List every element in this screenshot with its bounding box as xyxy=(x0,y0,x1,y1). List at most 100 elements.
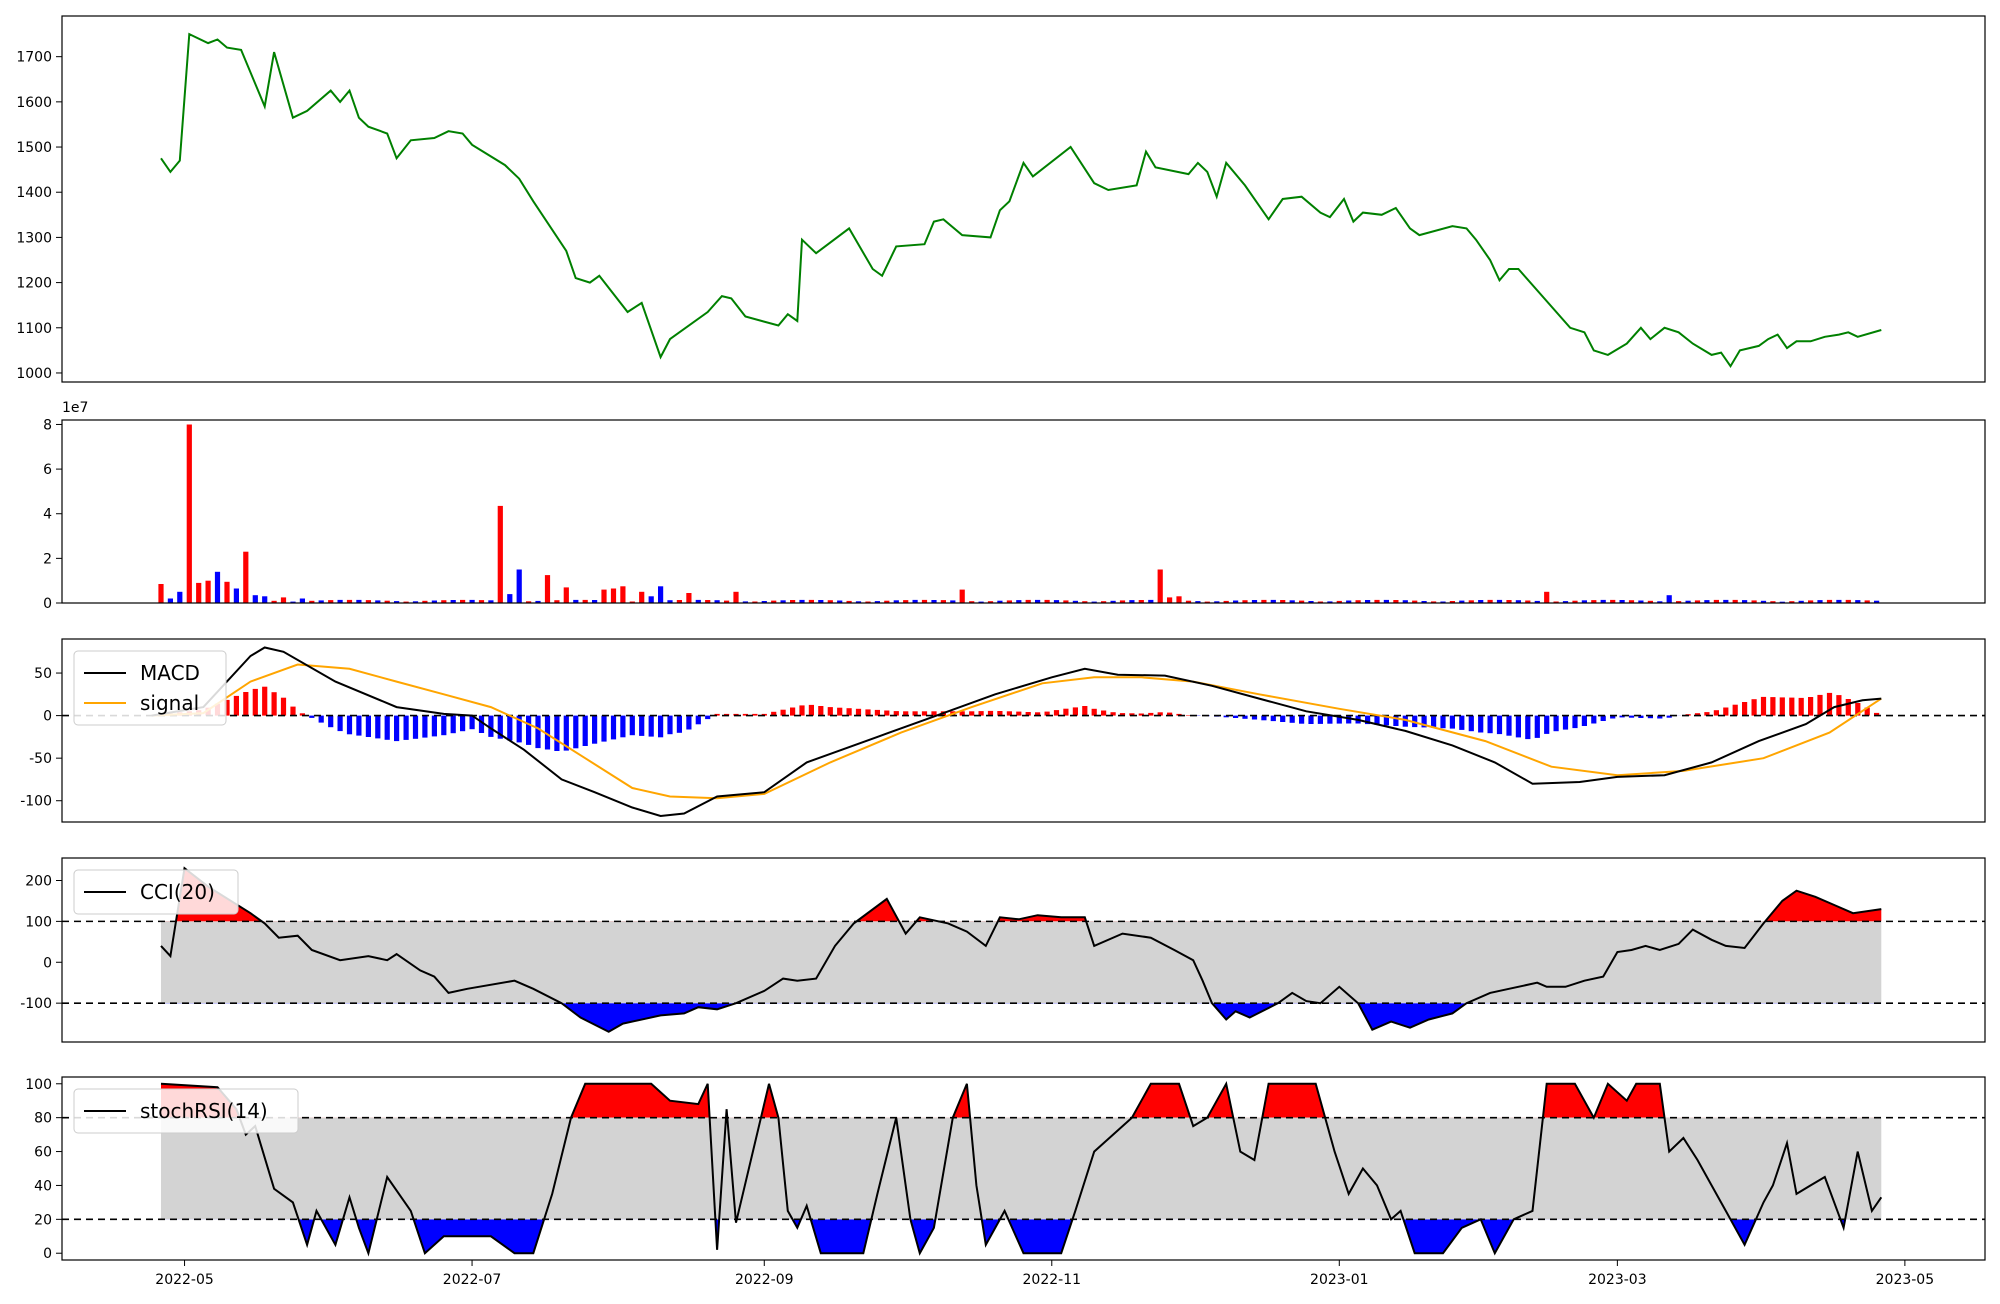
macd-hist-bar xyxy=(290,707,295,716)
volume-bar xyxy=(1167,597,1172,603)
macd-hist-bar xyxy=(1318,716,1323,724)
macd-hist-bar xyxy=(1799,698,1804,716)
x-tick-label: 2023-03 xyxy=(1588,1272,1647,1288)
macd-hist-bar xyxy=(1440,716,1445,729)
volume-bar xyxy=(611,589,616,604)
signal-line xyxy=(152,665,1882,799)
macd-hist-bar xyxy=(347,716,352,735)
macd-hist-bar xyxy=(847,708,852,715)
volume-bar xyxy=(517,570,522,604)
macd-hist-bar xyxy=(554,716,559,751)
macd-legend-label: MACD xyxy=(140,661,200,685)
macd-ytick-label: -50 xyxy=(29,751,52,767)
volume-bar xyxy=(498,506,503,603)
macd-hist-bar xyxy=(309,716,314,718)
volume-ytick-label: 4 xyxy=(43,507,52,523)
macd-hist-bar xyxy=(1082,706,1087,716)
macd-hist-bar xyxy=(592,716,597,744)
macd-hist-bar xyxy=(1233,716,1238,718)
volume-bar xyxy=(960,590,965,603)
macd-hist-bar xyxy=(1299,716,1304,724)
price-ytick-label: 1500 xyxy=(16,140,52,156)
macd-hist-bar xyxy=(583,716,588,746)
macd-hist-bar xyxy=(1563,716,1568,730)
volume-bar xyxy=(1667,595,1672,603)
volume-bar xyxy=(639,592,644,603)
macd-hist-bar xyxy=(969,711,974,715)
volume-bar xyxy=(253,595,258,603)
x-tick-label: 2022-07 xyxy=(443,1272,502,1288)
price-ytick-label: 1200 xyxy=(16,276,52,292)
volume-bar xyxy=(187,425,192,604)
price-ytick-label: 1600 xyxy=(16,95,52,111)
macd-hist-bar xyxy=(620,716,625,738)
macd-hist-bar xyxy=(1073,707,1078,715)
price-ytick-label: 1300 xyxy=(16,230,52,246)
macd-hist-bar xyxy=(1572,716,1577,729)
macd-hist-bar xyxy=(1780,697,1785,715)
stochrsi-ytick-label: 20 xyxy=(34,1212,52,1228)
cci-band xyxy=(161,921,1881,1003)
macd-hist-bar xyxy=(639,716,644,736)
volume-bar xyxy=(545,575,550,603)
macd-hist-bar xyxy=(630,716,635,736)
cci-ytick-label: -100 xyxy=(20,996,52,1012)
macd-hist-bar xyxy=(677,716,682,733)
cci-ytick-label: 200 xyxy=(25,873,52,889)
macd-hist-bar xyxy=(507,716,512,741)
macd-hist-bar xyxy=(1308,716,1313,724)
macd-hist-bar xyxy=(1092,709,1097,716)
stochrsi-ytick-label: 60 xyxy=(34,1145,52,1161)
macd-ytick-label: -100 xyxy=(20,794,52,810)
price-ytick-label: 1400 xyxy=(16,185,52,201)
macd-hist-bar xyxy=(611,716,616,740)
price-ytick-label: 1100 xyxy=(16,321,52,337)
volume-bar xyxy=(686,593,691,603)
macd-hist-bar xyxy=(243,692,248,716)
macd-hist-bar xyxy=(375,716,380,739)
volume-bar xyxy=(281,597,286,603)
macd-hist-bar xyxy=(818,706,823,716)
macd-hist-bar xyxy=(1827,693,1832,716)
macd-hist-bar xyxy=(1290,716,1295,723)
macd-hist-bar xyxy=(451,716,456,734)
macd-hist-bar xyxy=(799,705,804,715)
macd-hist-bar xyxy=(809,705,814,716)
macd-hist-bar xyxy=(686,716,691,730)
macd-hist-bar xyxy=(338,716,343,732)
volume-bar xyxy=(620,586,625,603)
volume-bar xyxy=(177,592,182,603)
macd-hist-bar xyxy=(658,716,663,738)
macd-hist-bar xyxy=(1488,716,1493,734)
volume-bar xyxy=(300,599,305,604)
macd-hist-bar xyxy=(356,716,361,736)
volume-bar xyxy=(649,596,654,603)
volume-bar xyxy=(601,590,606,603)
macd-hist-bar xyxy=(1846,699,1851,716)
x-tick-label: 2022-09 xyxy=(735,1272,794,1288)
macd-hist-bar xyxy=(1714,710,1719,715)
volume-bar xyxy=(215,572,220,603)
volume-bar xyxy=(206,581,211,603)
volume-ytick-label: 6 xyxy=(43,462,52,478)
macd-hist-bar xyxy=(875,710,880,716)
macd-hist-bar xyxy=(1591,716,1596,724)
macd-hist-bar xyxy=(1506,716,1511,736)
macd-hist-bar xyxy=(1808,697,1813,716)
macd-hist-bar xyxy=(1535,716,1540,738)
macd-hist-bar xyxy=(1459,716,1464,730)
macd-hist-bar xyxy=(432,716,437,737)
macd-hist-bar xyxy=(366,716,371,737)
macd-hist-bar xyxy=(649,716,654,737)
macd-hist-bar xyxy=(828,707,833,716)
macd-hist-bar xyxy=(1789,698,1794,716)
price-axes-frame xyxy=(62,16,1985,382)
macd-hist-bar xyxy=(1752,699,1757,715)
volume-ytick-label: 0 xyxy=(43,596,52,612)
macd-hist-bar xyxy=(404,716,409,740)
stochrsi-legend-label: stochRSI(14) xyxy=(140,1099,268,1123)
cci-legend-label: CCI(20) xyxy=(140,880,215,904)
